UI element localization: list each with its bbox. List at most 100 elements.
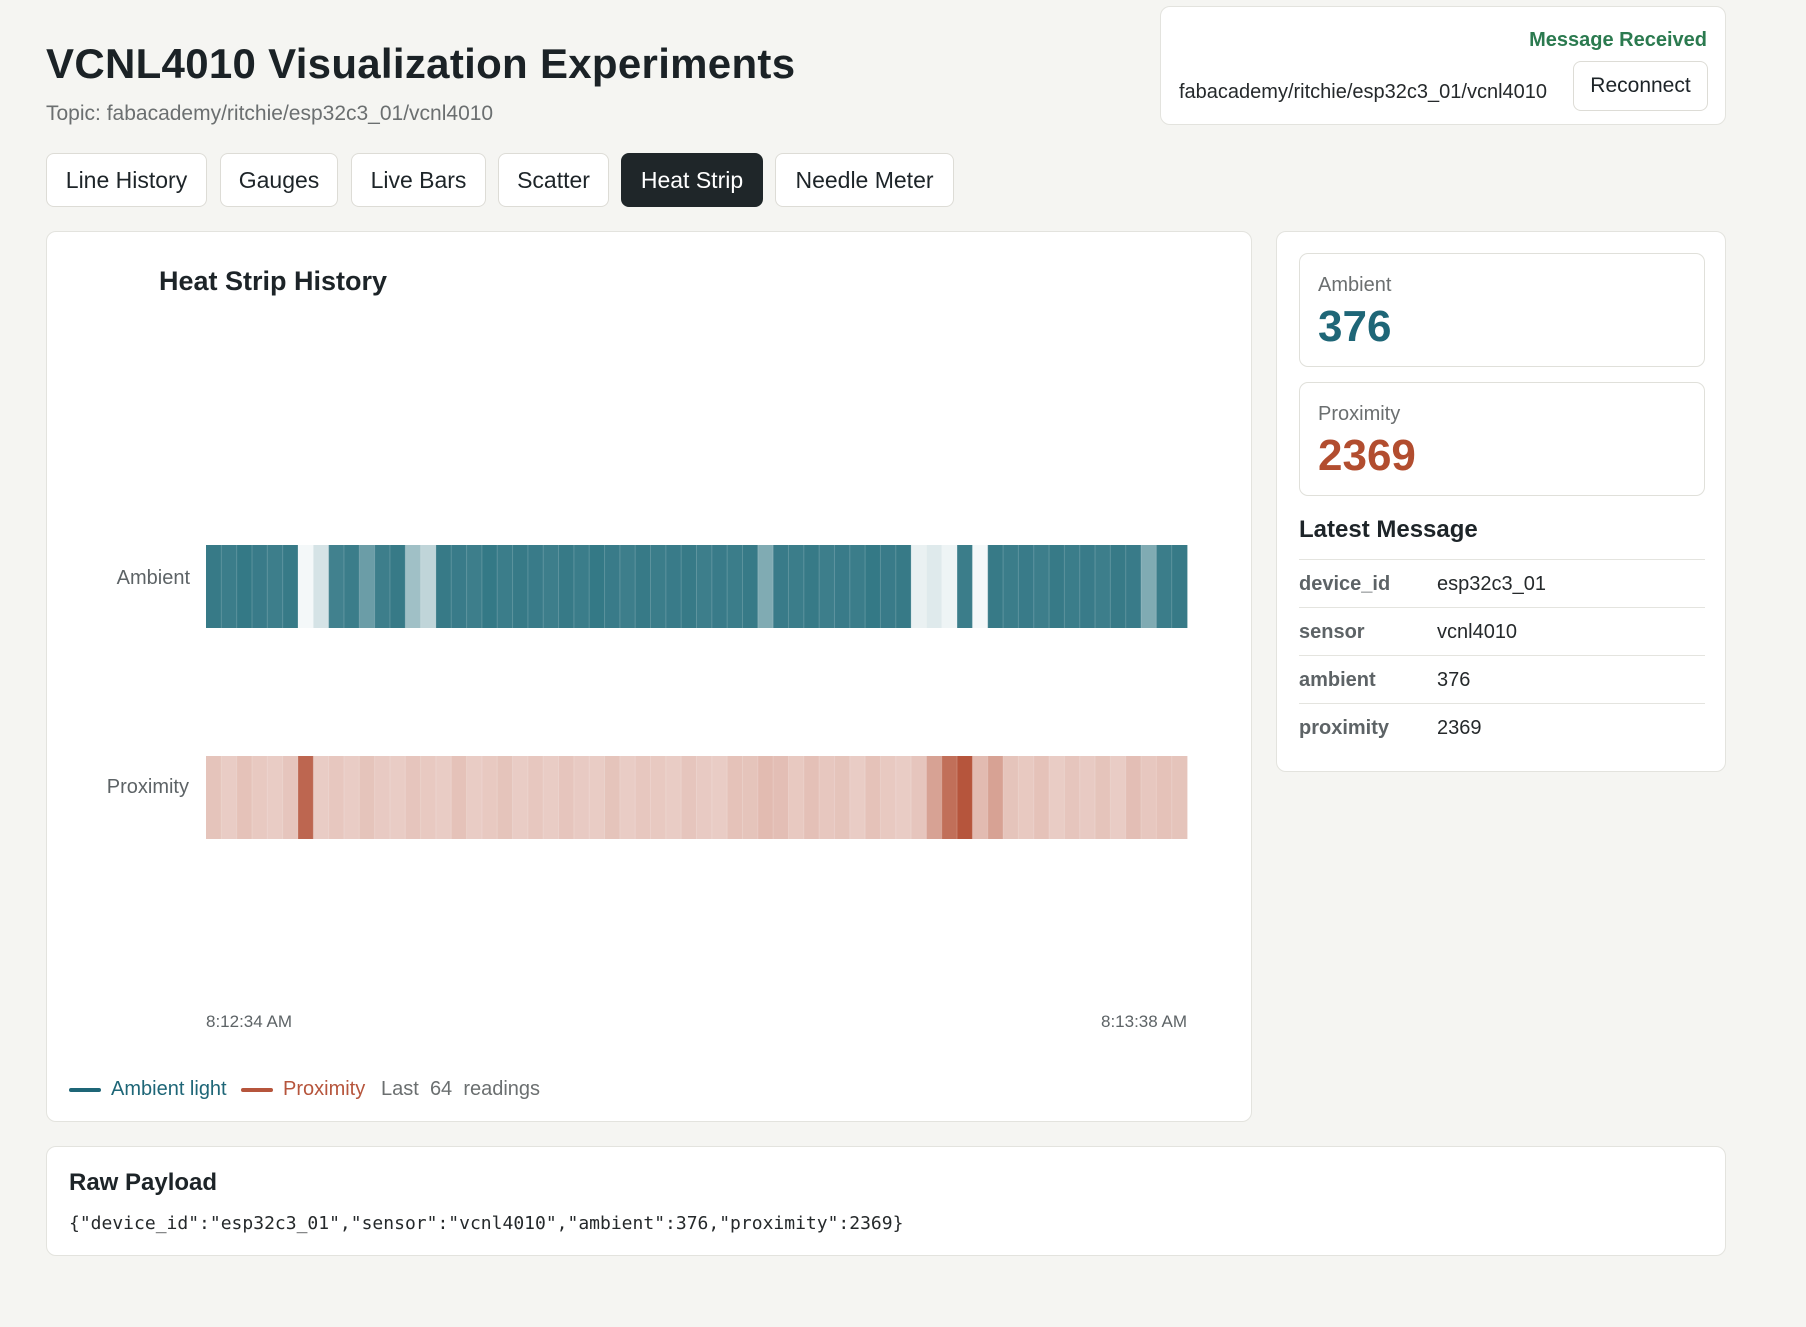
proximity-cell bbox=[834, 756, 851, 839]
ambient-cell bbox=[251, 545, 268, 628]
status-label: Message Received bbox=[1529, 29, 1707, 51]
proximity-cell bbox=[711, 756, 728, 839]
kv-value: 376 bbox=[1437, 669, 1471, 691]
proximity-cell bbox=[1018, 756, 1035, 839]
kv-row-proximity: proximity 2369 bbox=[1299, 703, 1705, 751]
ambient-strip bbox=[206, 545, 1188, 628]
ambient-cell bbox=[788, 545, 805, 628]
ambient-cell bbox=[757, 545, 774, 628]
kv-value: esp32c3_01 bbox=[1437, 573, 1546, 595]
ambient-cell bbox=[1110, 545, 1127, 628]
ambient-cell bbox=[1003, 545, 1019, 628]
ambient-metric-value: 376 bbox=[1318, 302, 1392, 351]
proximity-cell bbox=[803, 756, 820, 839]
ambient-cell bbox=[1141, 545, 1157, 628]
proximity-metric: Proximity 2369 bbox=[1299, 382, 1705, 496]
proximity-cell bbox=[282, 756, 299, 839]
ambient-cell bbox=[604, 545, 621, 628]
ambient-cell bbox=[681, 545, 697, 628]
ambient-cell bbox=[420, 545, 437, 628]
page-title: VCNL4010 Visualization Experiments bbox=[46, 40, 796, 87]
ambient-cell bbox=[236, 545, 253, 628]
ambient-cell bbox=[313, 545, 330, 628]
ambient-cell bbox=[1064, 545, 1081, 628]
x-end-label: 8:13:38 AM bbox=[1101, 1012, 1187, 1031]
ambient-metric: Ambient 376 bbox=[1299, 253, 1705, 367]
ambient-cell bbox=[221, 545, 238, 628]
legend-last-suffix: readings bbox=[463, 1078, 541, 1100]
proximity-cell bbox=[727, 756, 743, 839]
ambient-cell bbox=[389, 545, 406, 628]
tab-live-bars[interactable]: Live Bars bbox=[351, 153, 486, 207]
proximity-cell bbox=[742, 756, 759, 839]
proximity-cell bbox=[343, 756, 360, 839]
ambient-cell bbox=[206, 545, 222, 628]
proximity-cell bbox=[1156, 756, 1173, 839]
ambient-metric-label: Ambient bbox=[1318, 274, 1392, 296]
tab-heat-strip[interactable]: Heat Strip bbox=[621, 153, 763, 207]
proximity-cell bbox=[987, 756, 1004, 839]
tab-line-history[interactable]: Line History bbox=[46, 153, 207, 207]
proximity-cell bbox=[481, 756, 498, 839]
proximity-cell bbox=[941, 756, 958, 839]
proximity-cell bbox=[1171, 756, 1188, 839]
heat-strip-chart: Ambient Proximity 8:12:34 AM 8:13:38 AM bbox=[107, 545, 1188, 1031]
raw-payload-card: Raw Payload {"device_id":"esp32c3_01","s… bbox=[46, 1146, 1726, 1256]
proximity-cell bbox=[1049, 756, 1065, 839]
proximity-cell bbox=[926, 756, 943, 839]
ambient-cell bbox=[987, 545, 1004, 628]
proximity-cell bbox=[297, 756, 314, 839]
ambient-cell bbox=[727, 545, 743, 628]
legend-proximity-swatch bbox=[241, 1087, 273, 1092]
ambient-cell bbox=[435, 545, 452, 628]
proximity-cell bbox=[1125, 756, 1142, 839]
reconnect-button[interactable]: Reconnect bbox=[1573, 61, 1708, 111]
proximity-cell bbox=[466, 756, 483, 839]
tab-gauges[interactable]: Gauges bbox=[220, 153, 338, 207]
ambient-cell bbox=[589, 545, 605, 628]
proximity-cell bbox=[451, 756, 467, 839]
tab-scatter[interactable]: Scatter bbox=[498, 153, 609, 207]
ambient-cell bbox=[819, 545, 835, 628]
proximity-cell bbox=[374, 756, 391, 839]
ambient-cell bbox=[941, 545, 958, 628]
connection-status-card: Message Received fabacademy/ritchie/esp3… bbox=[1160, 6, 1726, 125]
proximity-cell bbox=[389, 756, 406, 839]
ambient-cell bbox=[374, 545, 391, 628]
ambient-cell bbox=[405, 545, 421, 628]
ambient-cell bbox=[880, 545, 897, 628]
proximity-cell bbox=[527, 756, 544, 839]
ambient-cell bbox=[343, 545, 360, 628]
proximity-cell bbox=[604, 756, 621, 839]
kv-row-sensor: sensor vcnl4010 bbox=[1299, 607, 1705, 655]
ambient-cell bbox=[1079, 545, 1096, 628]
proximity-cell bbox=[1079, 756, 1096, 839]
proximity-cell bbox=[512, 756, 529, 839]
row-label-proximity: Proximity bbox=[107, 776, 189, 798]
ambient-cell bbox=[1171, 545, 1188, 628]
proximity-cell bbox=[359, 756, 376, 839]
proximity-cell bbox=[957, 756, 973, 839]
status-topic: fabacademy/ritchie/esp32c3_01/vcnl4010 bbox=[1179, 81, 1548, 103]
proximity-cell bbox=[1003, 756, 1019, 839]
ambient-cell bbox=[573, 545, 590, 628]
proximity-cell bbox=[1141, 756, 1157, 839]
legend-reading-count: 64 bbox=[429, 1078, 453, 1100]
proximity-cell bbox=[1064, 756, 1081, 839]
legend-ambient: Ambient light bbox=[69, 1078, 227, 1101]
proximity-cell bbox=[1110, 756, 1127, 839]
ambient-cell bbox=[451, 545, 467, 628]
proximity-cell bbox=[788, 756, 805, 839]
proximity-cell bbox=[328, 756, 345, 839]
legend-last-prefix: Last bbox=[381, 1078, 419, 1100]
tab-needle-meter[interactable]: Needle Meter bbox=[775, 153, 954, 207]
kv-value: vcnl4010 bbox=[1437, 621, 1518, 643]
kv-value: 2369 bbox=[1437, 717, 1482, 739]
ambient-cell bbox=[957, 545, 973, 628]
ambient-cell bbox=[1033, 545, 1050, 628]
proximity-cell bbox=[313, 756, 330, 839]
heat-strip-card: Heat Strip History Ambient Proximity 8:1… bbox=[46, 231, 1252, 1122]
proximity-cell bbox=[757, 756, 774, 839]
kv-key: proximity bbox=[1299, 717, 1390, 739]
proximity-cell bbox=[880, 756, 897, 839]
